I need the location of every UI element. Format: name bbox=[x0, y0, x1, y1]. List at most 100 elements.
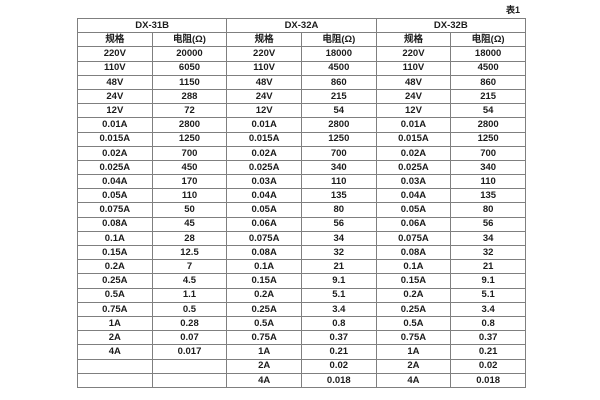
table-cell: 0.02A bbox=[226, 145, 302, 161]
table-cell: 21 bbox=[450, 259, 526, 275]
table-row: 0.075A 50 0.05A 80 0.05A 80 bbox=[77, 202, 526, 218]
table-cell: 0.02A bbox=[77, 145, 153, 161]
table-row: 0.5A 1.1 0.2A 5.1 0.2A 5.1 bbox=[77, 287, 526, 303]
table-cell: 110 bbox=[450, 174, 526, 190]
column-header-row: 规格 电阻(Ω) 规格 电阻(Ω) 规格 电阻(Ω) bbox=[77, 32, 526, 48]
table-row: 0.08A 45 0.06A 56 0.06A 56 bbox=[77, 216, 526, 232]
table-cell: 7 bbox=[151, 259, 228, 275]
table-row: 1A 0.28 0.5A 0.8 0.5A 0.8 bbox=[77, 315, 526, 332]
table-cell: 34 bbox=[450, 230, 526, 247]
table-cell: 0.075A bbox=[77, 202, 153, 218]
table-cell bbox=[151, 372, 228, 388]
table-cell: 0.01A bbox=[375, 117, 452, 133]
table-cell: 18000 bbox=[300, 46, 377, 62]
table-cell: 2800 bbox=[300, 117, 377, 133]
table-cell: 0.8 bbox=[450, 315, 526, 332]
table-cell: 0.15A bbox=[226, 273, 302, 289]
table-cell: 50 bbox=[151, 202, 228, 218]
table-cell: 28 bbox=[151, 230, 228, 247]
table-cell: 220V bbox=[226, 46, 302, 62]
table-cell: 700 bbox=[450, 145, 526, 161]
table-cell: 0.21 bbox=[300, 344, 377, 360]
table-cell: 2A bbox=[375, 358, 452, 374]
table-cell: 0.21 bbox=[450, 344, 526, 360]
table-cell: 12V bbox=[226, 103, 302, 119]
table-cell: 0.05A bbox=[375, 202, 452, 218]
table-cell: 2800 bbox=[450, 117, 526, 133]
table-cell: 135 bbox=[450, 188, 526, 204]
table-row: 48V 1150 48V 860 48V 860 bbox=[77, 74, 526, 90]
table-cell: 110 bbox=[151, 188, 228, 204]
table-cell: 0.01A bbox=[77, 117, 153, 133]
table-cell: 340 bbox=[300, 159, 377, 176]
table-cell: 0.25A bbox=[226, 301, 302, 317]
table-body: 220V 20000 220V 18000 220V 18000 110V 6050 110V 4… bbox=[77, 46, 526, 388]
table-cell: 0.08A bbox=[226, 244, 302, 261]
table-cell: 0.015A bbox=[77, 131, 153, 147]
table-row: 110V 6050 110V 4500 110V 4500 bbox=[77, 60, 526, 76]
table-row: 2A 0.02 2A 0.02 bbox=[77, 358, 526, 374]
table-cell bbox=[77, 358, 153, 374]
table-cell: 1A bbox=[226, 344, 302, 360]
table-cell: 0.25A bbox=[375, 301, 452, 317]
table-cell: 220V bbox=[375, 46, 452, 62]
table-cell: 0.075A bbox=[226, 230, 302, 247]
table-cell: 20000 bbox=[151, 46, 228, 62]
table-cell: 1250 bbox=[450, 131, 526, 147]
table-cell: 0.28 bbox=[151, 315, 228, 332]
table-cell: 0.017 bbox=[151, 344, 228, 360]
table-cell: 340 bbox=[450, 159, 526, 176]
table-row: 0.015A 1250 0.015A 1250 0.015A 1250 bbox=[77, 131, 526, 147]
column-header-spec: 规格 bbox=[77, 32, 153, 48]
table-cell: 48V bbox=[77, 74, 153, 90]
table-row: 0.2A 7 0.1A 21 0.1A 21 bbox=[77, 259, 526, 275]
table-cell: 54 bbox=[300, 103, 377, 119]
table-cell: 0.5A bbox=[77, 287, 153, 303]
table-caption: 表1 bbox=[505, 5, 520, 15]
table-cell: 0.37 bbox=[450, 330, 526, 346]
table-row: 0.025A 450 0.025A 340 0.025A 340 bbox=[77, 159, 526, 176]
table-cell: 0.07 bbox=[151, 330, 228, 346]
table-cell: 0.01A bbox=[226, 117, 302, 133]
table-cell: 32 bbox=[450, 244, 526, 261]
table-row: 0.1A 28 0.075A 34 0.075A 34 bbox=[77, 230, 526, 247]
table-cell: 56 bbox=[300, 216, 377, 232]
table-cell: 2800 bbox=[151, 117, 228, 133]
table-cell: 0.015A bbox=[226, 131, 302, 147]
table-row: 0.04A 170 0.03A 110 0.03A 110 bbox=[77, 174, 526, 190]
table-cell: 54 bbox=[450, 103, 526, 119]
table-cell: 0.015A bbox=[375, 131, 452, 147]
table-cell: 32 bbox=[300, 244, 377, 261]
group-header-dx31b: DX-31B bbox=[76, 17, 228, 34]
table-cell: 0.03A bbox=[375, 174, 452, 190]
table-cell: 0.37 bbox=[300, 330, 377, 346]
table-row: 0.75A 0.5 0.25A 3.4 0.25A 3.4 bbox=[77, 301, 526, 317]
table-cell: 2A bbox=[77, 330, 153, 346]
table-cell: 0.04A bbox=[226, 188, 302, 204]
resistance-spec-table: DX-31B DX-32A DX-32B 规格 电阻(Ω) 规格 电阻(Ω) 规… bbox=[76, 17, 527, 388]
group-header-row: DX-31B DX-32A DX-32B bbox=[76, 17, 527, 34]
table-cell: 2A bbox=[226, 358, 302, 374]
table-cell: 1150 bbox=[151, 74, 228, 90]
table-cell: 0.75A bbox=[77, 301, 153, 317]
table-cell bbox=[77, 372, 153, 388]
table-cell: 9.1 bbox=[300, 273, 377, 289]
table-cell: 0.2A bbox=[375, 287, 452, 303]
table-cell: 0.15A bbox=[77, 244, 153, 261]
table-cell: 9.1 bbox=[450, 273, 526, 289]
table-cell: 80 bbox=[300, 202, 377, 218]
table-cell: 0.02A bbox=[375, 145, 452, 161]
table-row: 4A 0.018 4A 0.018 bbox=[77, 372, 526, 388]
table-cell: 700 bbox=[300, 145, 377, 161]
table-cell: 48V bbox=[375, 74, 452, 90]
table-row: 24V 288 24V 215 24V 215 bbox=[77, 88, 526, 105]
table-cell: 0.75A bbox=[375, 330, 452, 346]
group-header-dx32a: DX-32A bbox=[226, 17, 377, 34]
table-row: 0.25A 4.5 0.15A 9.1 0.15A 9.1 bbox=[77, 273, 526, 289]
table-row: 0.05A 110 0.04A 135 0.04A 135 bbox=[77, 188, 526, 204]
table-cell: 110 bbox=[300, 174, 377, 190]
column-header-spec: 规格 bbox=[226, 32, 302, 48]
table-cell: 18000 bbox=[450, 46, 526, 62]
table-row: 12V 72 12V 54 12V 54 bbox=[77, 103, 526, 119]
